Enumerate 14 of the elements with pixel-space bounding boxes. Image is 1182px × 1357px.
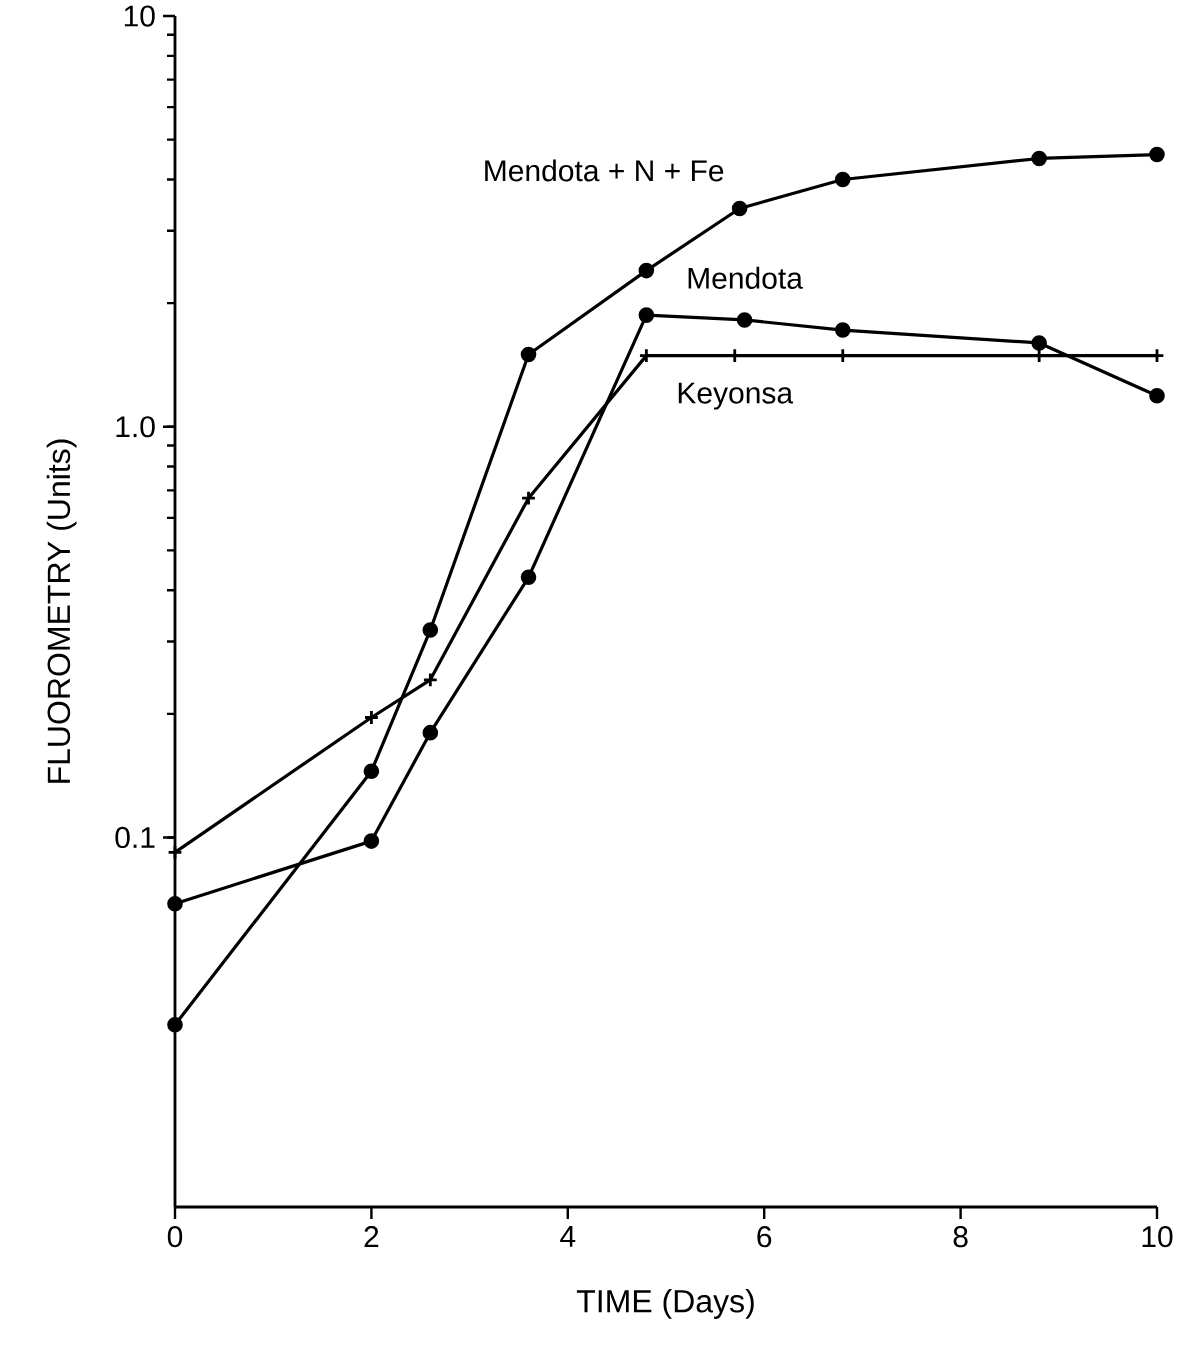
x-axis-title: TIME (Days) xyxy=(576,1289,754,1319)
series-label: Keyonsa xyxy=(678,382,794,410)
y-tick-label: 0.1 xyxy=(115,826,155,849)
x-tick-label: 0 xyxy=(167,1226,183,1248)
y-tick-label: 1.0 xyxy=(116,416,155,438)
x-tick-label: 6 xyxy=(757,1226,772,1248)
y-axis-title: FLUOROMETRY (Units) xyxy=(46,439,77,783)
x-tick-label: 4 xyxy=(560,1226,576,1247)
series-label: Mendota + N + Fe xyxy=(485,159,724,182)
x-tick-label: 8 xyxy=(953,1226,968,1248)
x-tick-label: 2 xyxy=(364,1226,379,1248)
series-label: Mendota xyxy=(688,266,803,289)
y-tick-label: 10 xyxy=(124,5,155,27)
x-tick-label: 10 xyxy=(1142,1226,1173,1248)
